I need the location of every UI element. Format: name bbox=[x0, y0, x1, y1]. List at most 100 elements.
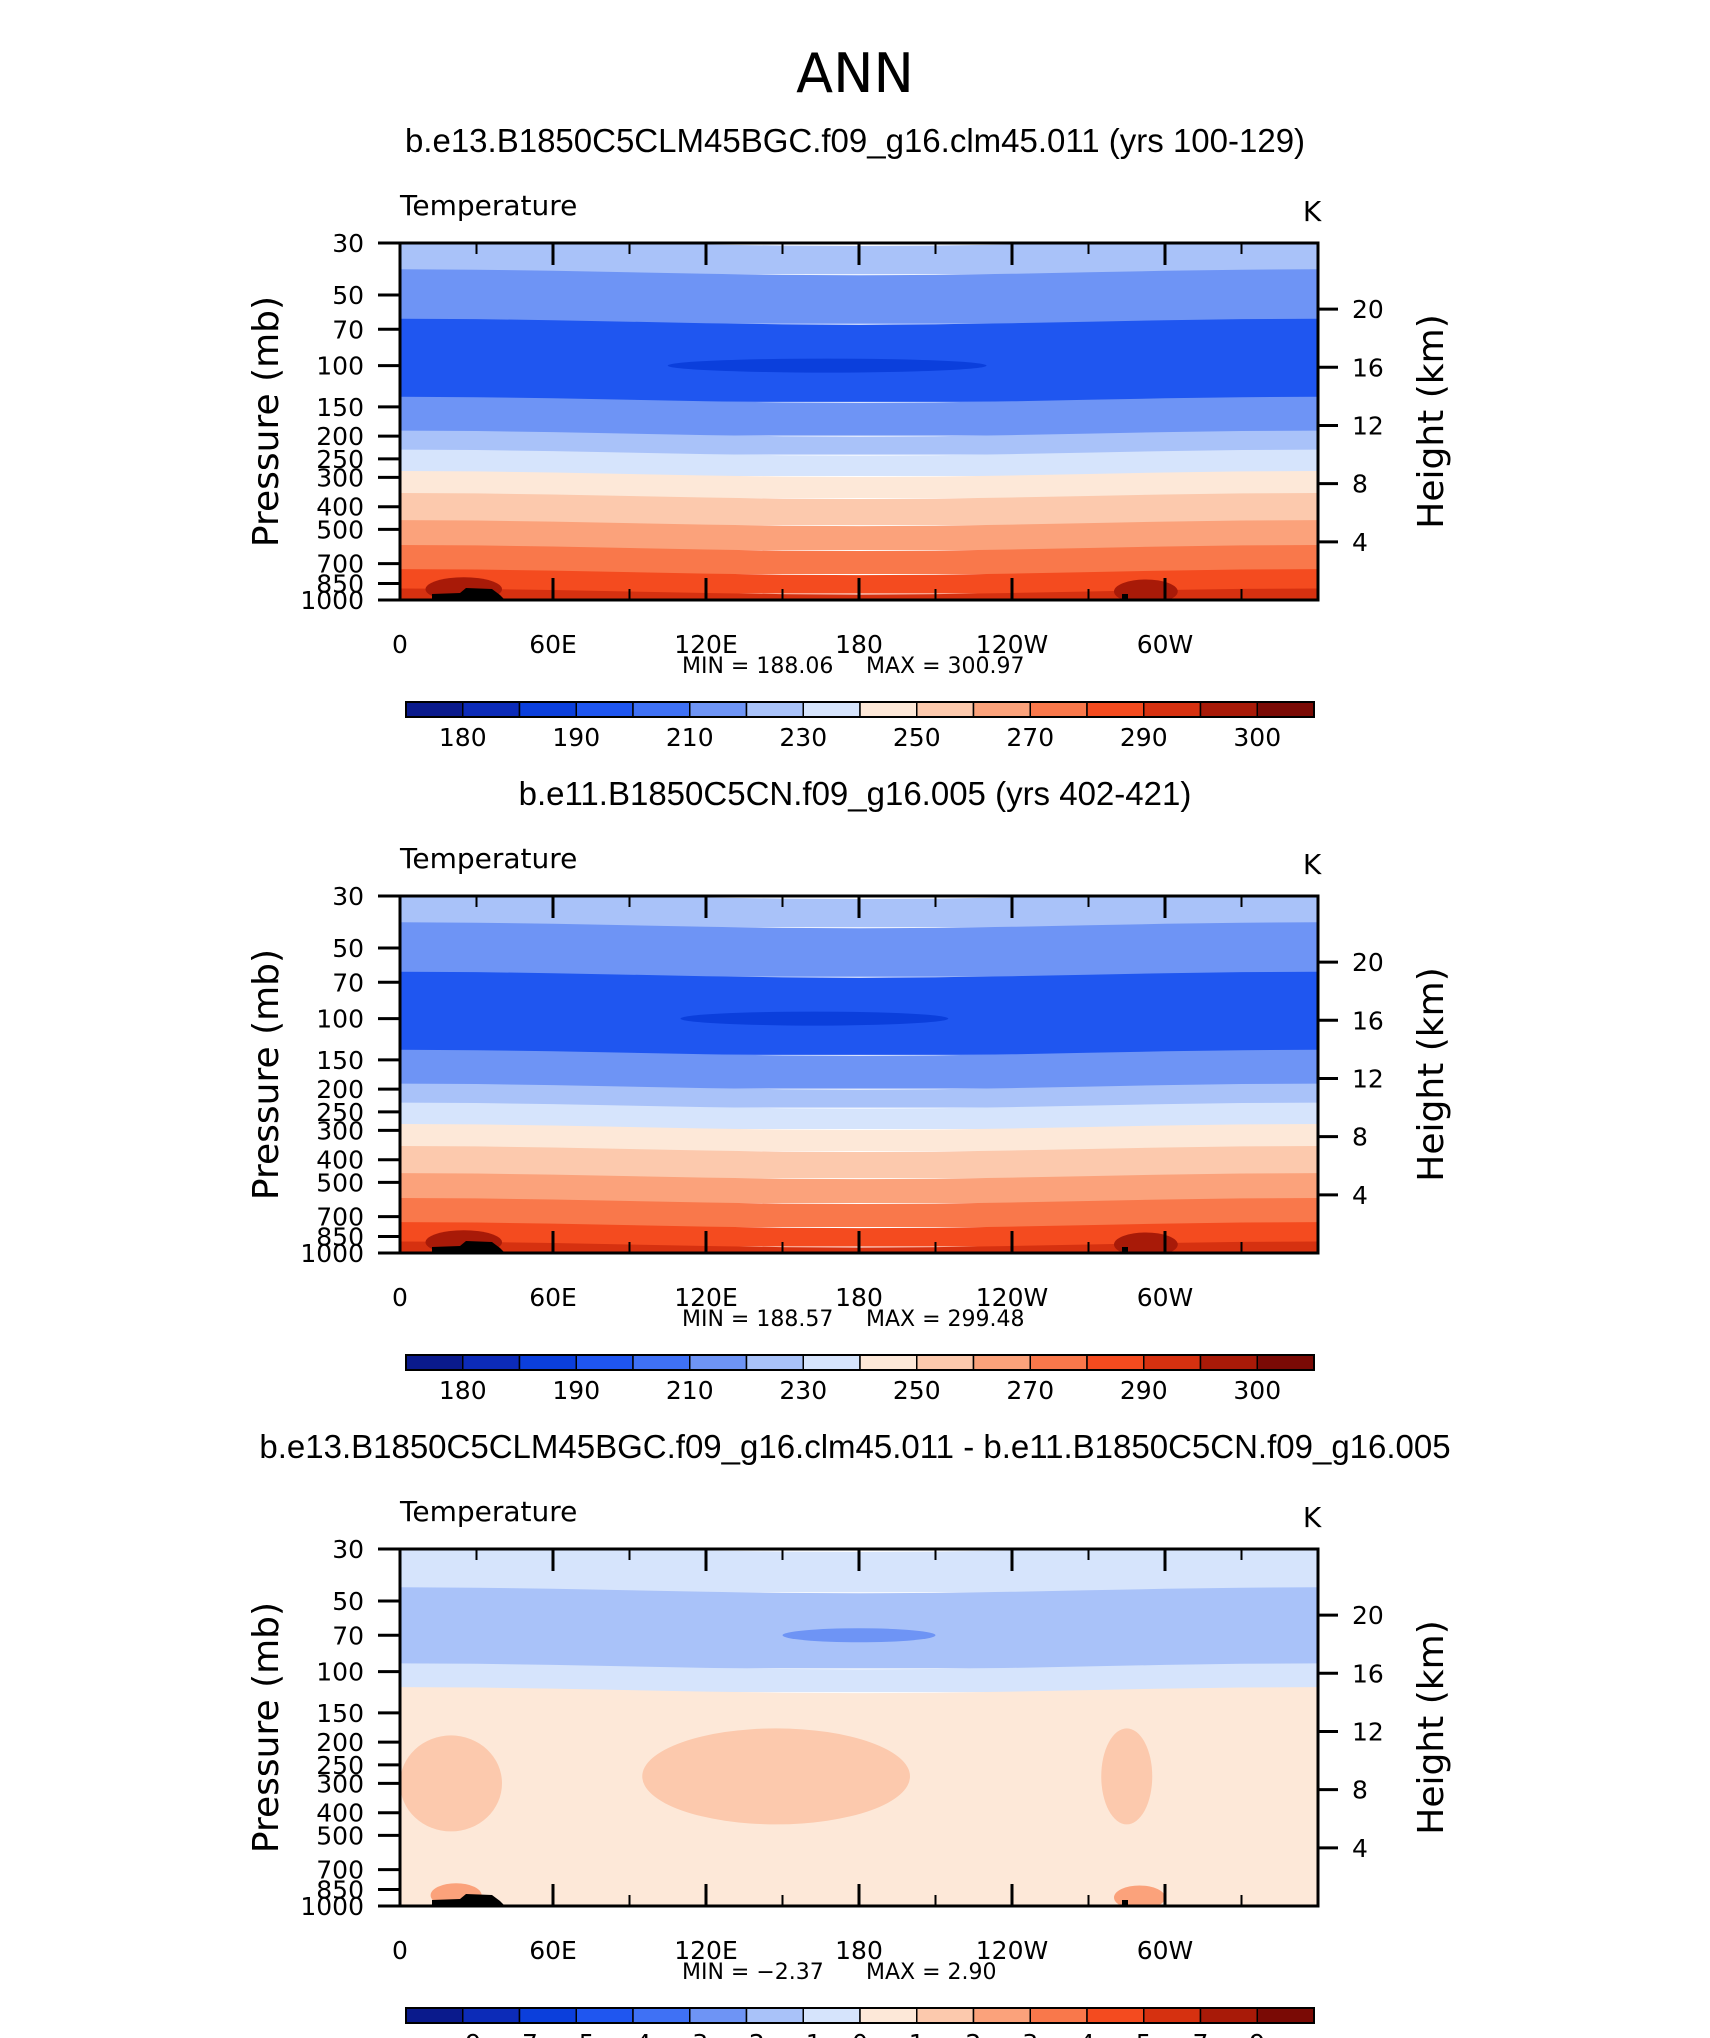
y-tick-label: 850 bbox=[316, 1222, 364, 1251]
colorbar-label: 2 bbox=[966, 2029, 982, 2038]
height-tick-label: 8 bbox=[1352, 470, 1368, 499]
colorbar-swatch bbox=[1029, 1354, 1088, 1371]
height-tick-label: 8 bbox=[1352, 1123, 1368, 1152]
y-tick-label: 1000 bbox=[300, 1239, 364, 1268]
colorbar-frame bbox=[405, 2007, 1315, 2024]
height-tick-label: 20 bbox=[1352, 295, 1384, 324]
y2-axis-title: Height (km) bbox=[1411, 314, 1452, 528]
contour-blob bbox=[642, 1728, 910, 1825]
y-tick-label: 300 bbox=[316, 463, 364, 492]
height-tick-label: 12 bbox=[1352, 411, 1384, 440]
x-tick-label: 120W bbox=[976, 1283, 1048, 1312]
y-tick-label: 200 bbox=[316, 422, 364, 451]
colorbar-swatch bbox=[405, 1354, 464, 1371]
colorbar-swatch bbox=[916, 1354, 975, 1371]
contour-band bbox=[400, 544, 1318, 575]
colorbar-swatch bbox=[1086, 1354, 1145, 1371]
colorbar-swatch bbox=[1256, 2007, 1315, 2024]
colorbar-label: 5 bbox=[1136, 2029, 1152, 2038]
contour-band bbox=[400, 430, 1318, 455]
colorbar-swatch bbox=[745, 701, 804, 718]
y-tick-label: 150 bbox=[316, 393, 364, 422]
colorbar-swatch bbox=[575, 1354, 634, 1371]
y-tick-label: 400 bbox=[316, 1799, 364, 1828]
y-tick-label: 150 bbox=[316, 1046, 364, 1075]
y-tick-label: 200 bbox=[316, 1075, 364, 1104]
colorbar-label: 1 bbox=[909, 2029, 925, 2038]
colorbar-swatch bbox=[518, 701, 577, 718]
x-tick-label: 180 bbox=[835, 1936, 883, 1965]
contour-blob bbox=[680, 1011, 949, 1026]
x-tick-label: 120E bbox=[674, 1283, 738, 1312]
colorbar-label: 230 bbox=[779, 723, 827, 752]
x-tick-label: 180 bbox=[835, 630, 883, 659]
y-tick-label: 1000 bbox=[300, 586, 364, 615]
contour-field bbox=[400, 896, 1318, 1253]
colorbar-swatch bbox=[1199, 1354, 1258, 1371]
min-value: MIN = 188.57 bbox=[682, 1307, 833, 1332]
contour-band bbox=[400, 492, 1318, 526]
y-tick-label: 700 bbox=[316, 1203, 364, 1232]
y2-axis-title: Height (km) bbox=[1411, 1620, 1452, 1834]
y-tick-label: 70 bbox=[332, 315, 364, 344]
y-tick-label: 50 bbox=[332, 281, 364, 310]
y-tick-label: 100 bbox=[316, 1658, 364, 1687]
y-tick-label: 30 bbox=[332, 1535, 364, 1564]
contour-band bbox=[400, 269, 1318, 324]
y-tick-label: 400 bbox=[316, 1146, 364, 1175]
x-tick-label: 60E bbox=[529, 1283, 577, 1312]
colorbar-swatch bbox=[462, 1354, 521, 1371]
height-tick-label: 4 bbox=[1352, 528, 1368, 557]
terrain-shading bbox=[432, 1894, 505, 1906]
colorbar-swatch bbox=[859, 1354, 918, 1371]
colorbar-swatch bbox=[405, 2007, 464, 2024]
y-tick-label: 100 bbox=[316, 1005, 364, 1034]
panel-title: b.e11.B1850C5CN.f09_g16.005 (yrs 402-421… bbox=[519, 775, 1192, 812]
colorbar-swatch bbox=[1029, 2007, 1088, 2024]
colorbar-label: −5 bbox=[558, 2029, 595, 2038]
contour-band bbox=[400, 1123, 1318, 1151]
contour-blob bbox=[667, 358, 987, 373]
x-tick-label: 60W bbox=[1137, 1283, 1194, 1312]
colorbar-label: −7 bbox=[501, 2029, 538, 2038]
height-tick-label: 20 bbox=[1352, 1601, 1384, 1630]
variable-label: Temperature bbox=[399, 1495, 577, 1528]
terrain-shading bbox=[1122, 1900, 1128, 1906]
x-tick-label: 60W bbox=[1137, 1936, 1194, 1965]
colorbar-label: 4 bbox=[1079, 2029, 1095, 2038]
contour-field bbox=[400, 243, 1318, 600]
colorbar-swatch bbox=[745, 1354, 804, 1371]
colorbar-swatch bbox=[859, 2007, 918, 2024]
x-tick-label: 120E bbox=[674, 1936, 738, 1965]
x-tick-label: 0 bbox=[392, 1283, 408, 1312]
colorbar-swatch bbox=[802, 701, 861, 718]
colorbar-swatch bbox=[1256, 1354, 1315, 1371]
colorbar-swatch bbox=[916, 701, 975, 718]
height-tick-label: 12 bbox=[1352, 1064, 1384, 1093]
colorbar-label: 290 bbox=[1120, 723, 1168, 752]
units-label: K bbox=[1303, 195, 1322, 228]
colorbar-swatch bbox=[689, 2007, 748, 2024]
x-tick-label: 120W bbox=[976, 1936, 1048, 1965]
colorbar-label: 290 bbox=[1120, 1376, 1168, 1405]
y-tick-label: 250 bbox=[316, 445, 364, 474]
colorbar-label: 210 bbox=[666, 723, 714, 752]
colorbar-swatch bbox=[802, 2007, 861, 2024]
units-label: K bbox=[1303, 848, 1322, 881]
y-tick-label: 1000 bbox=[300, 1892, 364, 1921]
colorbar-label: 210 bbox=[666, 1376, 714, 1405]
contour-band bbox=[400, 1102, 1318, 1129]
min-value: MIN = −2.37 bbox=[682, 1960, 824, 1985]
colorbar-label: 300 bbox=[1233, 1376, 1281, 1405]
y-tick-label: 200 bbox=[316, 1728, 364, 1757]
contour-field bbox=[400, 1549, 1318, 1906]
contour-blob bbox=[400, 1735, 502, 1832]
colorbar-swatch bbox=[632, 701, 691, 718]
y-axis-title: Pressure (mb) bbox=[246, 296, 287, 547]
y-tick-label: 850 bbox=[316, 1875, 364, 1904]
colorbar-label: 180 bbox=[439, 723, 487, 752]
y-axis-title: Pressure (mb) bbox=[246, 949, 287, 1200]
colorbar-label: 300 bbox=[1233, 723, 1281, 752]
contour-band bbox=[400, 396, 1318, 436]
